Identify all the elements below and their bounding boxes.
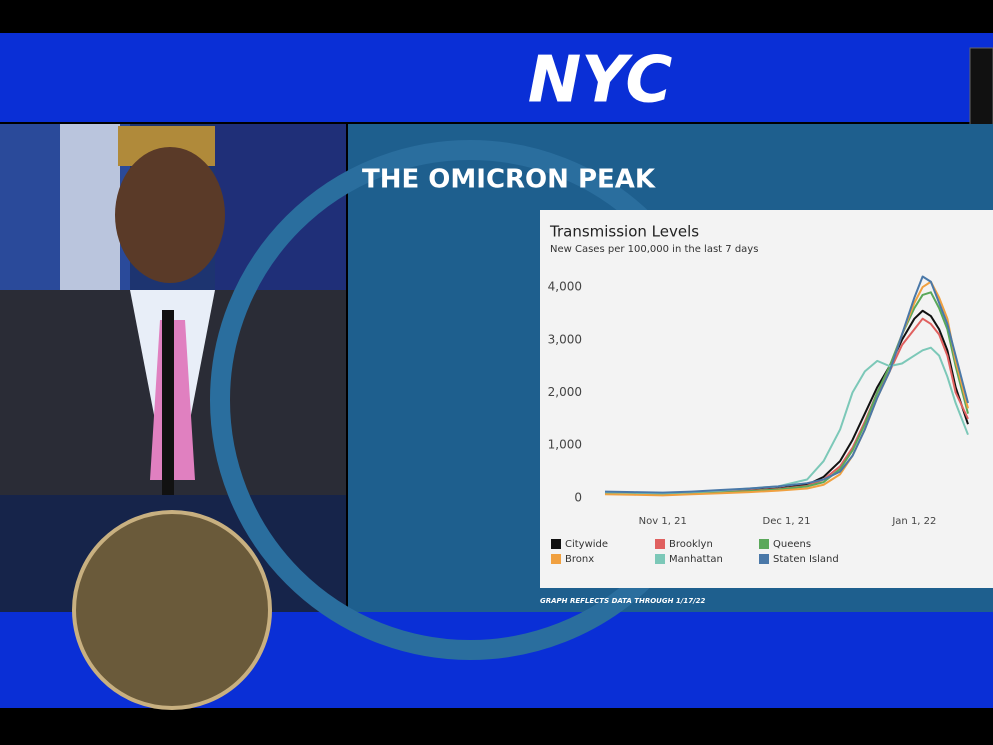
slide-title: THE OMICRON PEAK bbox=[362, 165, 656, 195]
y-tick-label: 0 bbox=[574, 490, 582, 504]
y-tick-label: 3,000 bbox=[548, 332, 582, 346]
legend-swatch bbox=[759, 539, 769, 549]
chart-panel bbox=[540, 210, 993, 588]
legend-swatch bbox=[551, 554, 561, 564]
y-tick-label: 2,000 bbox=[548, 385, 582, 399]
legend-label: Staten Island bbox=[773, 554, 839, 565]
legend-swatch bbox=[655, 539, 665, 549]
x-tick-label: Nov 1, 21 bbox=[639, 516, 687, 527]
legend-swatch bbox=[551, 539, 561, 549]
legend-label: Bronx bbox=[565, 554, 594, 565]
chart-title: Transmission Levels bbox=[549, 223, 699, 241]
legend-swatch bbox=[655, 554, 665, 564]
legend-swatch bbox=[759, 554, 769, 564]
legend-label: Brooklyn bbox=[669, 539, 713, 550]
speaker-video bbox=[0, 124, 346, 710]
nyc-logo: NYC bbox=[528, 44, 673, 118]
x-tick-label: Jan 1, 22 bbox=[891, 516, 936, 527]
seal bbox=[72, 510, 272, 710]
chart-subtitle: New Cases per 100,000 in the last 7 days bbox=[550, 244, 758, 255]
legend-label: Citywide bbox=[565, 539, 608, 550]
top-band bbox=[0, 33, 993, 122]
y-tick-label: 1,000 bbox=[548, 438, 582, 452]
x-tick-label: Dec 1, 21 bbox=[763, 516, 811, 527]
head bbox=[115, 147, 225, 283]
series-line bbox=[604, 275, 969, 494]
legend-label: Queens bbox=[773, 539, 811, 550]
microphone bbox=[162, 310, 174, 500]
y-tick-label: 4,000 bbox=[548, 280, 582, 294]
footnote: GRAPH REFLECTS DATA THROUGH 1/17/22 bbox=[540, 597, 706, 605]
legend-label: Manhattan bbox=[669, 554, 723, 565]
